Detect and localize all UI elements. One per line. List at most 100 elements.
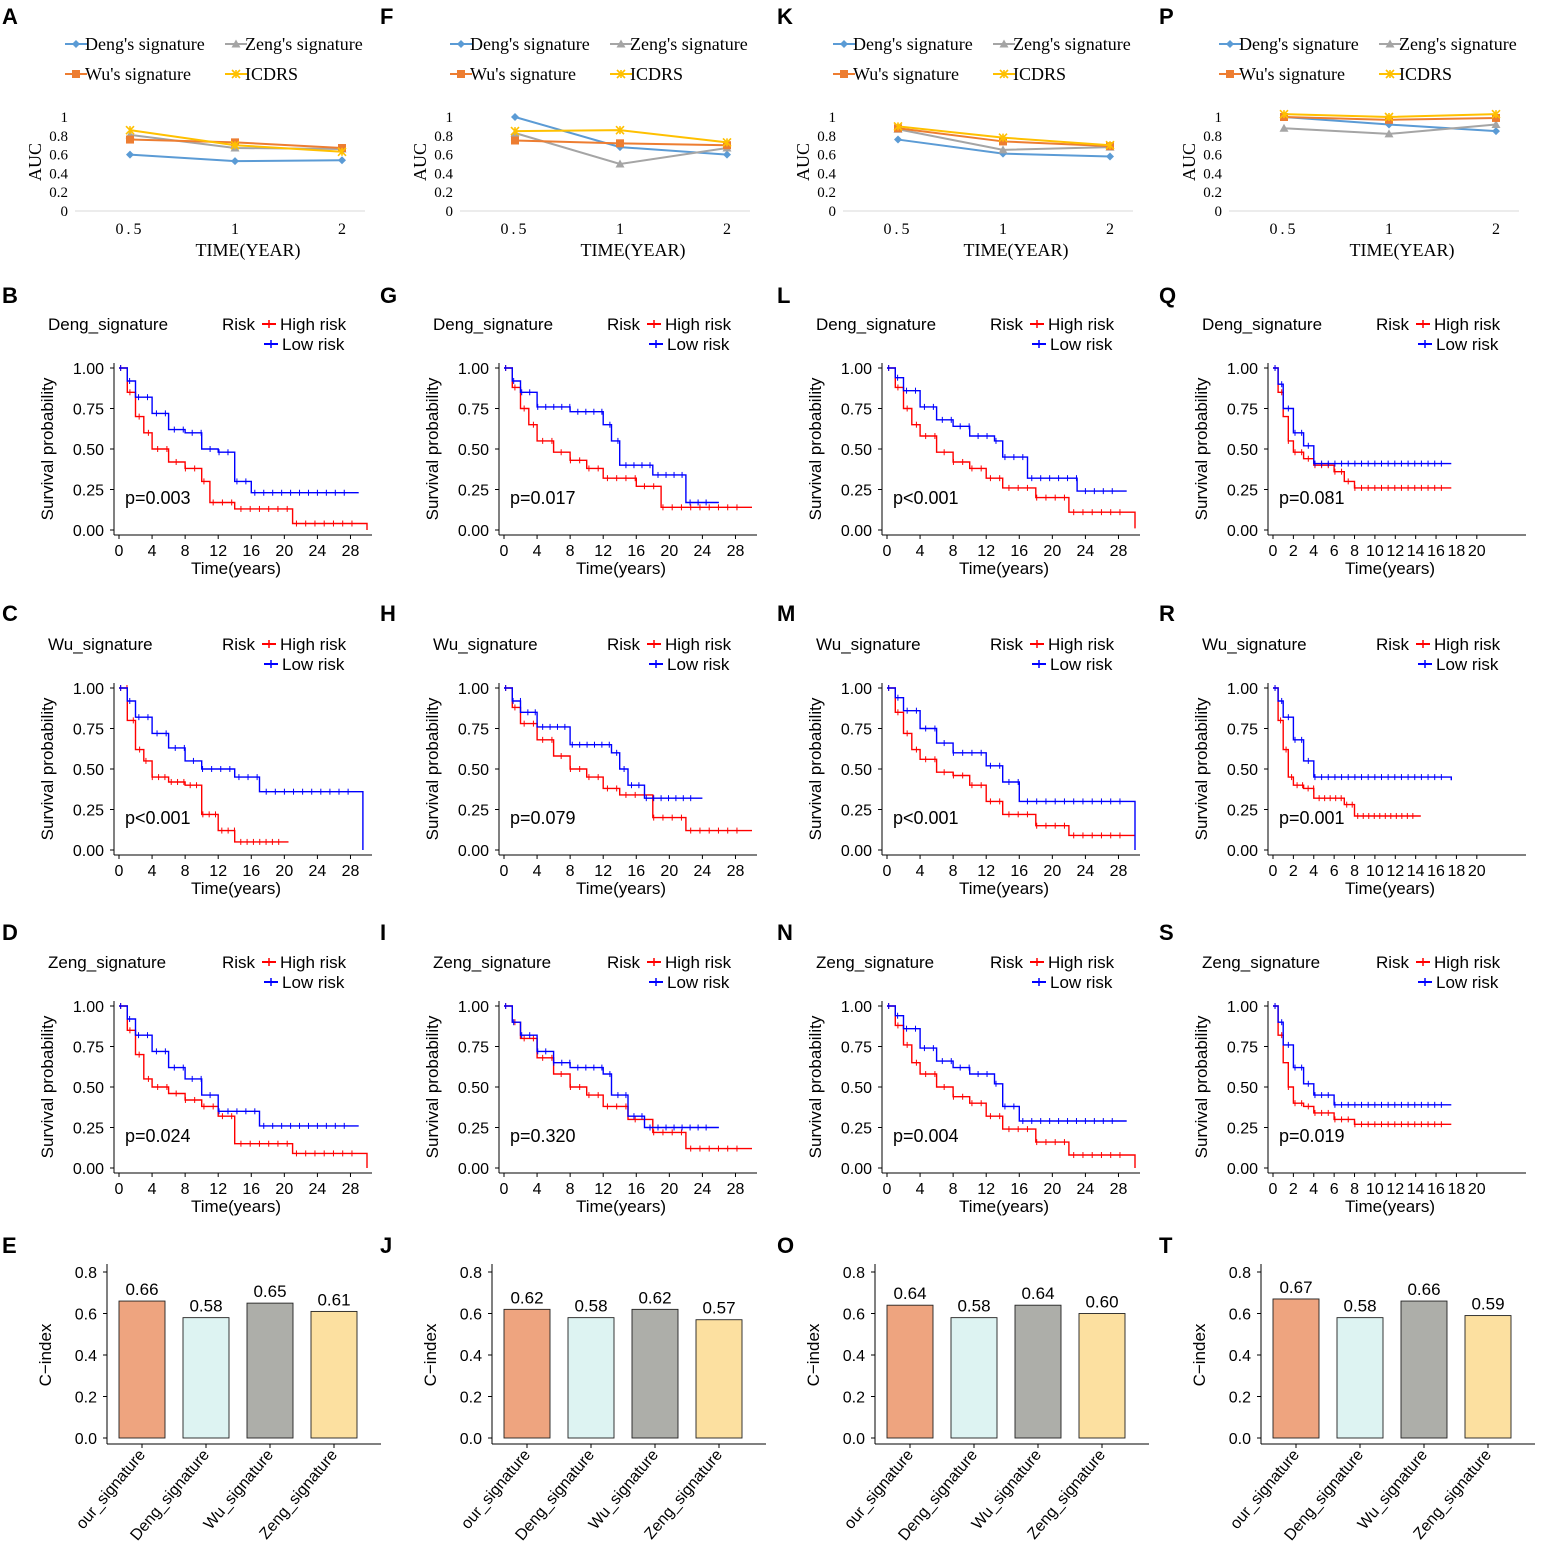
km-curve-low: [1273, 1003, 1452, 1108]
y-tick-label: 0.8: [460, 1265, 482, 1282]
y-tick-label: 0.25: [841, 483, 872, 500]
y-tick-label: 0.4: [1229, 1348, 1251, 1365]
x-tick-label: 28: [1110, 1181, 1128, 1198]
legend-label: High risk: [665, 953, 732, 972]
y-tick-label: 0.4: [75, 1348, 97, 1365]
legend-label: High risk: [280, 635, 347, 654]
panel-letter: G: [380, 283, 397, 308]
legend-label: Zeng's signature: [1399, 34, 1517, 54]
x-tick-label: 1: [616, 221, 624, 238]
x-tick-label: 4: [1309, 543, 1318, 560]
legend-zeng-marker: [616, 39, 626, 48]
plot-title: Deng_signature: [433, 315, 553, 334]
x-tick-label: 4: [1309, 863, 1318, 880]
bar-Wu_signature: [1014, 1304, 1062, 1439]
y-tick-label: 0.25: [841, 803, 872, 820]
wu-point: [511, 136, 519, 145]
x-tick-label: 8: [566, 543, 575, 560]
icdrs-point: [893, 121, 903, 131]
y-tick-label: 0.2: [434, 185, 453, 201]
legend-deng-marker: [840, 40, 848, 48]
x-tick-label: 12: [594, 863, 612, 880]
y-tick-label: 0.75: [73, 402, 104, 419]
x-axis-label: Time(years): [959, 559, 1049, 578]
auc-panel-P: P Deng's signature Zeng's signature Wu's si…: [1159, 4, 1519, 261]
panel-letter: J: [380, 1233, 392, 1258]
wu-point: [616, 139, 624, 148]
cindex-panel-E: E0.00.20.40.60.8C−index0.66our_signature…: [2, 1233, 381, 1544]
y-tick-label: 0.75: [1227, 1040, 1258, 1057]
panel-letter: R: [1159, 601, 1175, 626]
legend-label: Wu's signature: [85, 64, 191, 84]
x-tick-label: 0: [115, 863, 124, 880]
x-axis-label: Time(years): [576, 559, 666, 578]
legend-item-high: High risk: [1030, 635, 1115, 654]
bar-Zeng_signature: [310, 1310, 358, 1439]
legend-icdrs-marker: [999, 69, 1009, 79]
low-risk-curve: [887, 687, 1136, 850]
high-risk-curve: [1273, 1005, 1452, 1125]
x-tick-label: 24: [694, 543, 712, 560]
y-tick-label: 0.25: [1227, 803, 1258, 820]
x-axis-label: Time(years): [191, 559, 281, 578]
x-tick-label: 4: [916, 1181, 925, 1198]
legend-label: Wu's signature: [853, 64, 959, 84]
panel-letter: K: [777, 4, 793, 29]
high-risk-curve: [504, 367, 752, 508]
y-tick-label: 0.50: [841, 762, 872, 779]
plot-title: Deng_signature: [816, 315, 936, 334]
y-tick-label: 0.75: [841, 1040, 872, 1057]
legend-title: Risk: [607, 635, 641, 654]
deng-point: [1106, 152, 1114, 161]
x-tick-label: 12: [977, 1181, 995, 1198]
x-tick-label: 8: [1350, 543, 1359, 560]
legend-deng-marker: [72, 40, 80, 48]
y-tick-label: 1.00: [73, 361, 104, 378]
y-tick-label: 0.0: [843, 1431, 865, 1448]
legend-title: Risk: [1376, 953, 1410, 972]
icdrs-point: [125, 125, 135, 135]
y-tick-label: 0.8: [1229, 1265, 1251, 1282]
p-value: p<0.001: [893, 808, 959, 828]
bar-value-label: 0.58: [574, 1297, 607, 1316]
bar-our_signature: [886, 1304, 934, 1439]
x-tick-label: 24: [309, 543, 327, 560]
y-tick-label: 0.2: [460, 1390, 482, 1407]
plot-title: Wu_signature: [1202, 635, 1307, 654]
panel-letter: H: [380, 601, 396, 626]
y-tick-label: 0.25: [841, 1121, 872, 1138]
legend-label: Low risk: [667, 973, 730, 992]
y-tick-label: 1: [1215, 110, 1223, 126]
km-curve-low: [119, 365, 359, 496]
plot-title: Wu_signature: [48, 635, 153, 654]
y-tick-label: 0.00: [841, 843, 872, 860]
km-curve-low: [887, 685, 1136, 850]
legend-item-zeng: Zeng's signature: [993, 34, 1131, 54]
y-axis-label: Survival probability: [1192, 1015, 1211, 1158]
bar-value-label: 0.66: [125, 1280, 158, 1299]
y-axis-label: Survival probability: [806, 377, 825, 520]
legend-wu-marker: [72, 70, 80, 78]
x-tick-label: 28: [342, 1181, 360, 1198]
legend-item-high: High risk: [1030, 315, 1115, 334]
x-tick-label: 4: [1309, 1181, 1318, 1198]
deng-point: [511, 113, 519, 121]
legend-item-wu: Wu's signature: [1219, 64, 1345, 84]
low-risk-curve: [1273, 367, 1452, 465]
x-tick-label: 20: [1468, 543, 1486, 560]
panel-letter: D: [2, 920, 18, 945]
x-tick-label: 0.5: [501, 221, 530, 238]
x-tick-label: 20: [1043, 1181, 1061, 1198]
x-tick-label: 12: [1386, 863, 1404, 880]
km-curve-low: [887, 365, 1127, 495]
x-tick-label: 14: [1407, 863, 1425, 880]
legend-item-high: High risk: [647, 953, 732, 972]
y-tick-label: 0.75: [841, 402, 872, 419]
y-tick-label: 0.6: [460, 1307, 482, 1324]
p-value: p<0.001: [893, 488, 959, 508]
bar-value-label: 0.62: [638, 1288, 671, 1307]
y-tick-label: 0.75: [841, 722, 872, 739]
x-tick-label: 0: [500, 543, 509, 560]
low-risk-curve: [119, 367, 359, 494]
